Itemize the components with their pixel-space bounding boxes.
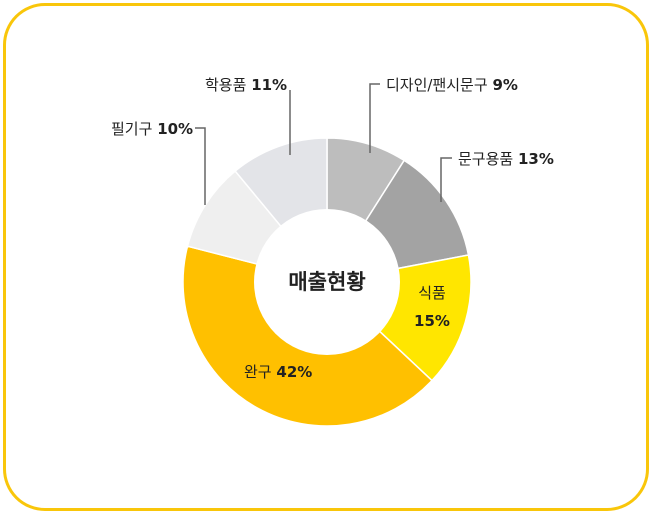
center-label: 매출현황 [288,270,365,294]
slice-label-food-value: 15% [414,312,450,330]
slice-label-food-name: 식품 [418,284,446,302]
slice-label-design: 디자인/팬시문구 9% [386,76,518,94]
leader-line-stationery [440,157,452,202]
slice-label-writing: 필기구 10% [111,120,193,138]
slice-label-stationery: 문구용품 13% [458,150,554,168]
slice-label-school: 학용품 11% [205,76,287,94]
leader-line-writing [195,127,206,205]
leader-line-design [369,83,380,153]
donut-hole [254,209,400,355]
slice-label-toy: 완구 42% [244,363,312,381]
